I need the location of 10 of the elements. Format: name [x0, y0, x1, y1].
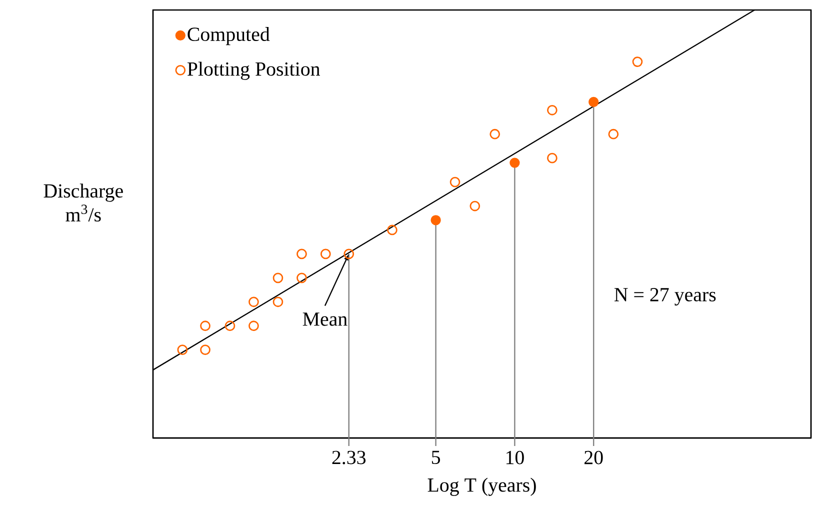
y-axis-title: Discharge m$^{3}$/s	[44, 184, 123, 222]
x-tick-label: 2.33	[332, 450, 366, 464]
x-tick-label: 10	[506, 450, 524, 464]
x-tick-label: 20	[584, 450, 603, 464]
annotation: Mean	[302, 312, 348, 326]
legend-label: Plotting Position	[187, 62, 320, 80]
x-axis-title: Log T (years)	[428, 478, 536, 496]
x-tick-label: 5	[432, 450, 440, 464]
annotation: N = 27 years	[614, 288, 716, 306]
legend-label: Computed	[188, 27, 270, 46]
